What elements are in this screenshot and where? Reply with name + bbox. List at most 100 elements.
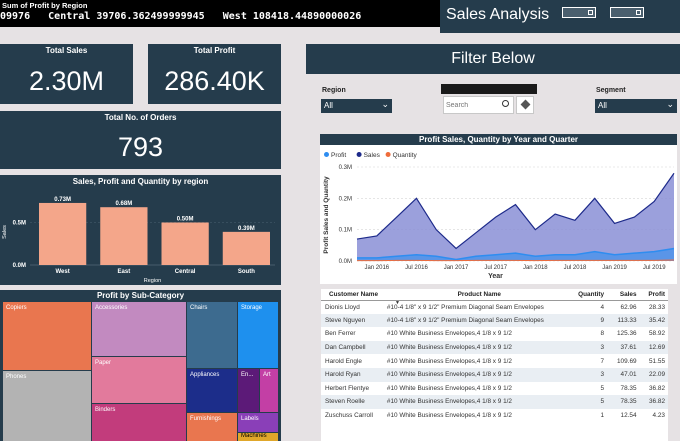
filter-title: Filter Below bbox=[451, 50, 535, 67]
chevron-down-icon: ⌄ bbox=[666, 99, 674, 109]
segment-dropdown[interactable]: All ⌄ bbox=[595, 99, 677, 113]
region-label: Region bbox=[322, 87, 346, 94]
x-tick-label: Jan 2016 bbox=[364, 265, 389, 271]
table-row[interactable]: Zuschuss Carroll #10 White Business Envel… bbox=[321, 409, 668, 423]
y-tick-label: 0.2M bbox=[339, 196, 352, 202]
table-row[interactable]: Harold Ryan #10 White Business Envelopes,… bbox=[321, 367, 668, 382]
col-quantity[interactable]: Quantity bbox=[578, 290, 605, 298]
x-tick-label: East bbox=[118, 269, 131, 275]
cell-quantity: 4 bbox=[600, 303, 605, 311]
orders-table-grid: Customer Name Product Name Quantity Sale… bbox=[321, 289, 668, 422]
cell-customer-name: Herbert Flentye bbox=[325, 384, 370, 392]
bar bbox=[161, 222, 209, 265]
sales-line bbox=[356, 172, 675, 250]
search-box[interactable] bbox=[443, 96, 514, 114]
cell-customer-name: Dan Campbell bbox=[321, 340, 384, 355]
cell-sales: 78.35 bbox=[620, 384, 637, 392]
treemap-tile-art[interactable]: Art bbox=[260, 369, 278, 412]
x-tick-label: Central bbox=[175, 269, 196, 275]
treemap-tile-labels[interactable]: Labels bbox=[238, 413, 278, 432]
treemap-tile-storage[interactable]: Storage bbox=[238, 302, 278, 368]
sort-arrow-icon[interactable]: ▼ bbox=[395, 300, 400, 306]
orders-table: Customer Name Product Name Quantity Sale… bbox=[321, 289, 668, 441]
cell-sales: 78.35 bbox=[607, 395, 640, 409]
region-dropdown[interactable]: All ⌄ bbox=[321, 99, 392, 113]
cell-product-name: #10 White Business Envelopes,4 1/8 x 9 1… bbox=[383, 340, 575, 355]
x-tick-label: Jul 2018 bbox=[564, 265, 587, 271]
x-axis-label: Region bbox=[144, 278, 161, 284]
col-product-name[interactable]: Product Name bbox=[457, 290, 501, 298]
cell-sales: 12.54 bbox=[620, 412, 637, 420]
region-dropdown-value: All bbox=[324, 101, 333, 110]
table-row[interactable]: Herbert Flentye #10 White Business Envelo… bbox=[321, 382, 668, 396]
header-button-1[interactable] bbox=[562, 7, 596, 18]
treemap-tile-chairs[interactable]: Chairs bbox=[187, 302, 237, 368]
kpi-total-sales: Total Sales 2.30M bbox=[0, 44, 133, 104]
treemap-tile-phones[interactable]: Phones bbox=[3, 371, 91, 441]
search-input[interactable] bbox=[446, 100, 498, 111]
treemap-tile-appliances[interactable]: Appliances bbox=[187, 369, 237, 412]
cell-customer-name: Steve Nguyen bbox=[321, 313, 384, 328]
chart-title: Profit Sales, Quantity by Year and Quart… bbox=[320, 134, 677, 145]
cell-sales: 113.33 bbox=[607, 313, 640, 328]
legend-marker bbox=[356, 152, 362, 157]
chart-title: Sales, Profit and Quantity by region bbox=[72, 177, 209, 186]
cell-product-name: #10 White Business Envelopes,4 1/8 x 9 1… bbox=[386, 384, 512, 392]
table-row[interactable]: Dionis Lloyd #10-4 1/8" x 9 1/2" Premium … bbox=[321, 300, 668, 314]
table-row[interactable]: Harold Engle #10 White Business Envelopes… bbox=[321, 354, 668, 368]
cell-customer-name: Zuschuss Carroll bbox=[325, 412, 373, 420]
bar bbox=[100, 207, 148, 265]
col-profit[interactable]: Profit bbox=[648, 290, 665, 298]
sales-area bbox=[357, 173, 674, 261]
cell-quantity: 3 bbox=[574, 340, 608, 355]
table-row[interactable]: Dan Campbell #10 White Business Envelopes… bbox=[321, 340, 668, 355]
page-title: Sales Analysis bbox=[446, 6, 550, 23]
treemap-tile-binders[interactable]: Binders bbox=[92, 404, 186, 441]
cell-quantity: 5 bbox=[600, 384, 605, 392]
area-chart-svg: Profit Sales Quantity 0.3M 0.2M 0.1M 0.0M Profi… bbox=[323, 152, 675, 280]
y-tick-label: 0.0M bbox=[339, 259, 352, 265]
table-row[interactable]: Steve Nguyen #10-4 1/8" x 9 1/2" Premium … bbox=[321, 313, 668, 328]
cell-customer-name: Ben Ferrer bbox=[325, 330, 356, 338]
ticker-title: Sum of Profit by Region bbox=[2, 1, 88, 10]
cell-customer-name: Steven Roelle bbox=[321, 395, 384, 409]
treemap-title: Profit by Sub-Category bbox=[96, 291, 185, 300]
header-button-2[interactable] bbox=[610, 7, 644, 18]
segment-label: Segment bbox=[596, 87, 626, 94]
treemap-tile-machines[interactable]: Machines bbox=[238, 433, 278, 441]
cell-quantity: 8 bbox=[600, 330, 605, 338]
search-icon[interactable] bbox=[502, 100, 509, 107]
y-tick-label: 0.3M bbox=[339, 165, 352, 171]
col-customer-name[interactable]: Customer Name bbox=[329, 290, 379, 298]
legend-marker bbox=[385, 152, 391, 157]
cell-quantity: 5 bbox=[574, 395, 608, 409]
clear-filter-button[interactable] bbox=[516, 96, 534, 114]
col-sales[interactable]: Sales bbox=[619, 290, 637, 298]
x-tick-label: Jan 2018 bbox=[523, 265, 548, 271]
cell-product-name: #10 White Business Envelopes,4 1/8 x 9 1… bbox=[383, 395, 575, 409]
cell-profit: 36.82 bbox=[639, 395, 668, 409]
table-row[interactable]: Steven Roelle #10 White Business Envelope… bbox=[321, 395, 668, 409]
x-tick-label: Jan 2019 bbox=[602, 265, 627, 271]
x-tick-label: Jul 2016 bbox=[405, 265, 428, 271]
app-header: Sales Analysis bbox=[440, 0, 680, 33]
cell-sales: 47.01 bbox=[607, 367, 640, 382]
kpi-total-profit: Total Profit 286.40K bbox=[148, 44, 281, 104]
treemap-tile-envelopes[interactable]: En... bbox=[238, 369, 259, 412]
filter-banner: Filter Below bbox=[306, 44, 680, 74]
cell-customer-name: Harold Ryan bbox=[321, 367, 384, 382]
table-row[interactable]: Ben Ferrer #10 White Business Envelopes,4… bbox=[321, 327, 668, 341]
treemap-tile-copiers[interactable]: Copiers bbox=[3, 302, 91, 370]
cell-product-name: #10-4 1/8" x 9 1/2" Premium Diagonal Sea… bbox=[386, 303, 544, 311]
cell-customer-name: Harold Engle bbox=[325, 357, 362, 365]
treemap-tile-furnishings[interactable]: Furnishings bbox=[187, 413, 237, 441]
cell-product-name: #10-4 1/8" x 9 1/2" Premium Diagonal Sea… bbox=[383, 313, 575, 328]
bar-data-label: 0.68M bbox=[116, 201, 133, 207]
treemap-tile-paper[interactable]: Paper bbox=[92, 357, 186, 403]
cell-profit: 12.69 bbox=[639, 340, 668, 355]
calendar-icon bbox=[588, 10, 593, 15]
x-tick-label: Jan 2017 bbox=[444, 265, 469, 271]
treemap-tile-accessories[interactable]: Accessories bbox=[92, 302, 186, 356]
cell-profit: 4.23 bbox=[652, 412, 665, 420]
legend-label: Quantity bbox=[393, 152, 418, 159]
